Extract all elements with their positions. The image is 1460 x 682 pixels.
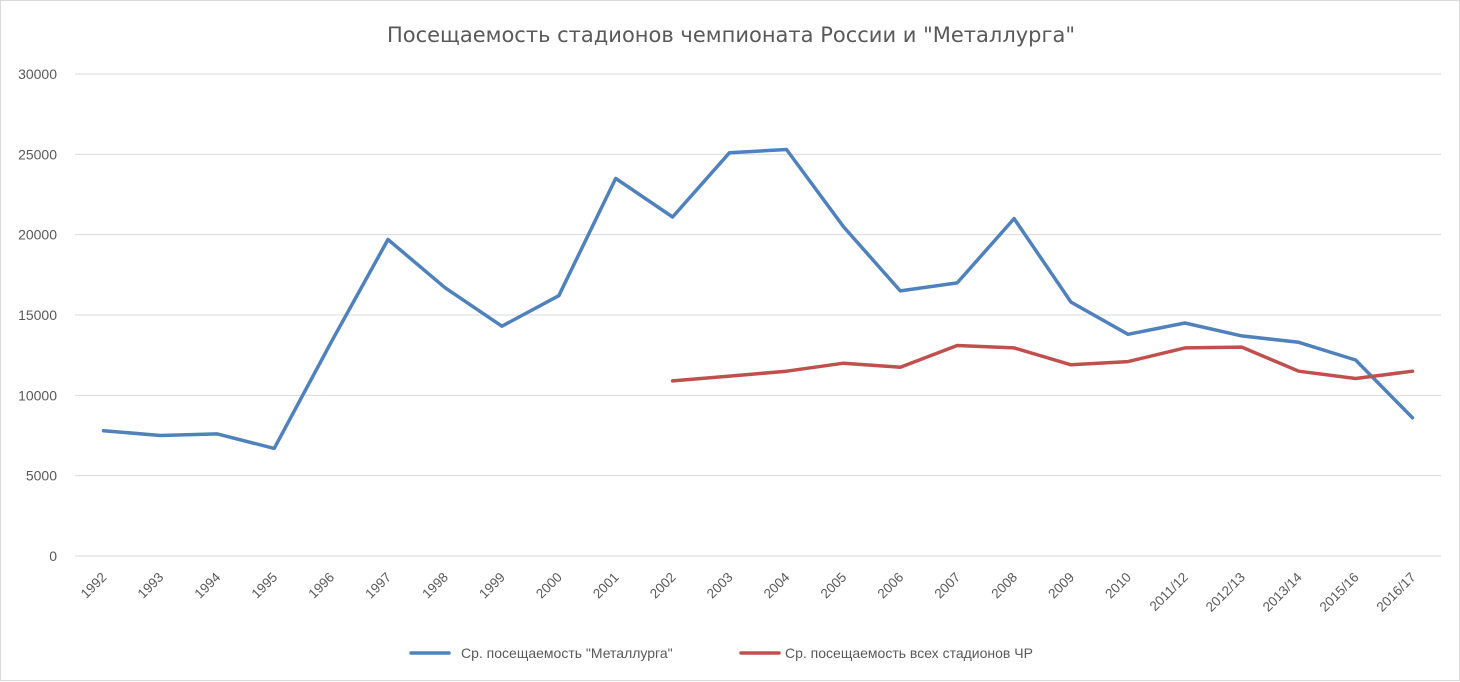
series-lines bbox=[101, 147, 1415, 451]
x-tick-label: 2016/17 bbox=[1374, 570, 1419, 615]
x-tick-label: 2015/16 bbox=[1317, 570, 1362, 615]
chart-title: Посещаемость стадионов чемпионата России… bbox=[387, 23, 1075, 47]
x-tick-label: 1996 bbox=[305, 570, 337, 602]
legend: Ср. посещаемость "Металлурга" Ср. посещае… bbox=[409, 645, 1033, 661]
x-tick-label: 1993 bbox=[135, 570, 167, 602]
x-tick-label: 1992 bbox=[78, 570, 110, 602]
x-tick-label: 2012/13 bbox=[1203, 570, 1248, 615]
x-tick-label: 2000 bbox=[533, 570, 565, 602]
y-tick-label: 5000 bbox=[26, 468, 57, 484]
x-tick-label: 2008 bbox=[988, 570, 1020, 602]
x-tick-label: 1999 bbox=[476, 570, 508, 602]
x-tick-label: 1995 bbox=[248, 570, 280, 602]
gridlines bbox=[75, 73, 1441, 557]
x-tick-label: 2004 bbox=[761, 569, 793, 601]
x-tick-label: 2006 bbox=[875, 570, 907, 602]
series-line-2 bbox=[670, 343, 1415, 383]
x-axis: 1992 1993 1994 1995 1996 1997 1998 1999 2000 2001… bbox=[78, 569, 1419, 614]
y-tick-label: 15000 bbox=[18, 307, 57, 323]
legend-label: Ср. посещаемость всех стадионов ЧР bbox=[785, 645, 1033, 661]
x-tick-label: 1998 bbox=[419, 570, 451, 602]
x-tick-label: 2011/12 bbox=[1147, 570, 1191, 614]
x-tick-label: 2013/14 bbox=[1260, 569, 1305, 614]
x-tick-label: 2009 bbox=[1045, 570, 1077, 602]
x-tick-label: 2003 bbox=[704, 570, 736, 602]
x-tick-label: 2001 bbox=[590, 570, 622, 602]
x-tick-label: 2005 bbox=[818, 570, 850, 602]
x-tick-label: 1997 bbox=[362, 570, 394, 602]
x-tick-label: 2010 bbox=[1102, 570, 1134, 602]
series-line-1 bbox=[101, 147, 1415, 451]
y-tick-label: 0 bbox=[49, 548, 57, 564]
x-tick-label: 2007 bbox=[931, 570, 963, 602]
x-tick-label: 2002 bbox=[647, 570, 679, 602]
y-tick-label: 20000 bbox=[18, 227, 57, 243]
x-tick-label: 1994 bbox=[192, 569, 224, 601]
y-axis: 0 5000 10000 15000 20000 25000 30000 bbox=[18, 66, 57, 564]
y-tick-label: 30000 bbox=[18, 66, 57, 82]
y-tick-label: 10000 bbox=[18, 387, 57, 403]
legend-label: Ср. посещаемость "Металлурга" bbox=[461, 645, 673, 661]
y-tick-label: 25000 bbox=[18, 146, 57, 162]
